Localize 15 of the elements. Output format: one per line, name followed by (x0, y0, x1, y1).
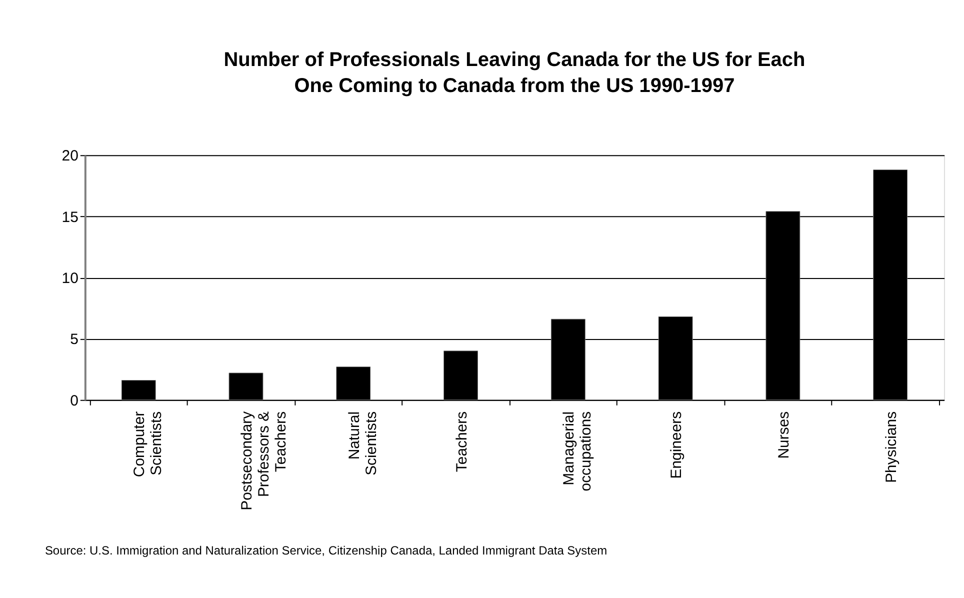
chart-title: Number of Professionals Leaving Canada for the US for Each One Coming to Canada from the US 1990-1997 (224, 49, 806, 98)
x-tick-label: Computer Scientists (131, 411, 166, 478)
y-tick-label: 15 (62, 208, 78, 226)
x-tick-label: Teachers (453, 411, 470, 472)
x-tick-label: Managerial occupations (560, 411, 595, 492)
x-tick-label: Engineers (668, 411, 686, 479)
x-tick-label: Physicians (882, 411, 900, 483)
x-tick-label: Postsecondary Professors & Teachers (238, 410, 290, 510)
y-tick-label: 0 (70, 392, 78, 410)
x-tick-label: Natural Scientists (346, 411, 380, 476)
x-tick-label: Nurses (775, 411, 792, 459)
y-tick-label: 10 (62, 270, 78, 287)
source-note: Source: U.S. Immigration and Naturalization Service, Citizenship Canada, Landed Immigrant Data System (44, 544, 608, 558)
y-tick-label: 5 (70, 331, 78, 348)
y-tick-label: 20 (62, 148, 78, 165)
